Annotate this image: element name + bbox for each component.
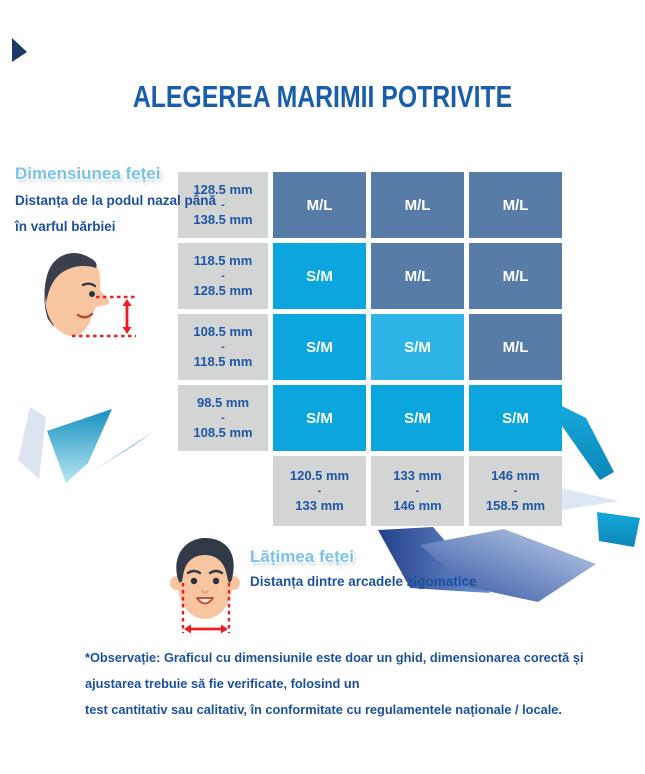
face-height-range: 108.5 mm - 118.5 mm [178, 314, 268, 380]
footnote-line1: *Observație: Graficul cu dimensiunile es… [85, 650, 584, 691]
range-separator: - [221, 269, 225, 282]
face-width-heading: Lățimea feței [250, 547, 354, 566]
range-low: 128.5 mm [193, 181, 253, 197]
range-separator: - [513, 484, 518, 497]
size-cell: M/L [371, 172, 464, 238]
hair-top [45, 253, 97, 303]
face-width-range: 120.5 mm - 133 mm [273, 456, 366, 526]
range-low: 118.5 mm [193, 252, 253, 268]
size-cell: S/M [273, 243, 366, 309]
arrowhead-down [122, 327, 132, 334]
mouth [76, 312, 94, 319]
size-cell: M/L [469, 172, 562, 238]
size-table: 128.5 mm - 138.5 mm M/L M/L M/L 118.5 mm… [178, 172, 562, 526]
left-blue-wedge [85, 432, 153, 476]
hair [176, 538, 234, 583]
face-height-description: Distanța de la podul nazal până în varfu… [15, 188, 245, 240]
right-teal-ribbon-bottom [597, 512, 640, 547]
range-high: 118.5 mm [193, 353, 253, 369]
range-separator: - [415, 484, 420, 497]
eye-right [212, 577, 220, 585]
face-width-range: 146 mm - 158.5 mm [469, 456, 562, 526]
range-high: 138.5 mm [193, 211, 253, 227]
eyebrow [81, 282, 97, 288]
face-width-description-line1: Distanța dintre arcadele zigomatice [250, 574, 477, 589]
eyebrow-right [208, 569, 224, 575]
size-cell: M/L [273, 172, 366, 238]
nose [201, 590, 209, 594]
eye-left [190, 577, 198, 585]
right-teal-ribbon-top [562, 406, 614, 480]
page-title: ALEGEREA MARIMII POTRIVITE [132, 79, 513, 114]
range-low: 133 mm [393, 467, 442, 483]
footnote: *Observație: Graficul cu dimensiunile es… [85, 645, 641, 723]
face-height-description-line1: Distanța de la podul nazal până [15, 193, 217, 208]
face-width-description: Distanța dintre arcadele zigomatice [250, 569, 580, 595]
size-cell: M/L [469, 314, 562, 380]
arrowhead-right [221, 624, 228, 634]
empty-corner-cell [178, 456, 268, 526]
face-width-label-block: Lățimea feței Distanța dintre arcadele z… [250, 547, 580, 595]
range-high: 133 mm [295, 497, 344, 513]
range-low: 98.5 mm [196, 394, 250, 410]
range-high: 128.5 mm [193, 282, 253, 298]
face-width-range: 133 mm - 146 mm [371, 456, 464, 526]
range-separator: - [221, 198, 225, 211]
eye [89, 291, 95, 297]
face-height-range: 118.5 mm - 128.5 mm [178, 243, 268, 309]
arrowhead-up [122, 299, 132, 306]
range-separator: - [317, 484, 322, 497]
eyebrow-left [186, 569, 202, 575]
range-high: 158.5 mm [485, 497, 546, 513]
face-skin [178, 551, 232, 619]
face-front-illustration [170, 538, 240, 634]
left-pale-shape [18, 407, 46, 479]
size-cell: S/M [273, 385, 366, 451]
left-teal-shape [47, 409, 112, 483]
size-cell: S/M [371, 314, 464, 380]
face-skin [44, 255, 110, 337]
face-height-label-block: Dimensiunea feței Distanța de la podul n… [15, 164, 245, 240]
size-cell: S/M [273, 314, 366, 380]
range-high: 146 mm [393, 497, 442, 513]
corner-pointer-shape [12, 38, 27, 62]
face-height-range: 128.5 mm - 138.5 mm [178, 172, 268, 238]
face-height-heading: Dimensiunea feței [15, 164, 161, 183]
size-cell: M/L [371, 243, 464, 309]
size-cell: M/L [469, 243, 562, 309]
mouth [196, 597, 214, 605]
arrowhead-left [184, 624, 191, 634]
range-separator: - [221, 340, 225, 353]
range-low: 120.5 mm [289, 467, 350, 483]
size-cell: S/M [469, 385, 562, 451]
range-separator: - [221, 411, 225, 424]
footnote-line2: test cantitativ sau calitativ, în confor… [85, 702, 562, 717]
face-height-range: 98.5 mm - 108.5 mm [178, 385, 268, 451]
face-height-description-line2: în varful bărbiei [15, 219, 116, 234]
face-profile-illustration [44, 253, 136, 338]
range-high: 108.5 mm [193, 424, 253, 440]
range-low: 146 mm [491, 467, 540, 483]
range-low: 108.5 mm [193, 323, 253, 339]
size-cell: S/M [371, 385, 464, 451]
